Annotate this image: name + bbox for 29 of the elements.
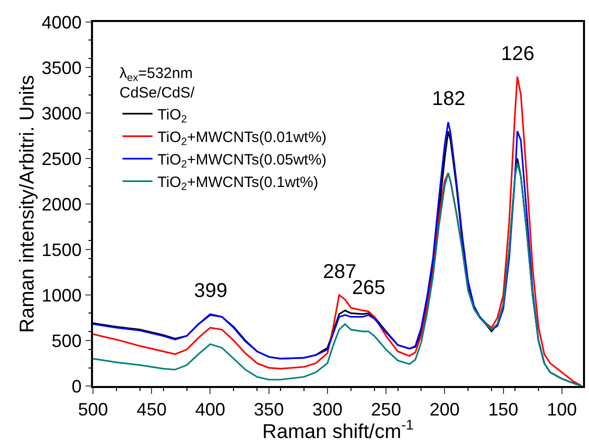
y-tick-label: 4000	[42, 12, 82, 32]
legend-label: TiO$_{2}$	[158, 106, 188, 126]
x-tick-label: 500	[78, 399, 108, 420]
legend-label: TiO$_{2}$+MWCNTs(0.01wt%)	[158, 129, 327, 148]
annotation: 399	[194, 280, 228, 302]
annotation: 126	[501, 43, 534, 65]
x-tick-label: 450	[136, 399, 167, 420]
y-tick-label: 1500	[42, 240, 82, 260]
x-tick-label: 400	[195, 399, 226, 420]
y-tick-label: 3000	[42, 103, 82, 124]
x-tick-label: 100	[546, 399, 577, 420]
x-tick-label: 250	[371, 399, 402, 420]
y-tick-label: 500	[52, 330, 82, 351]
legend-label: TiO$_{2}$+MWCNTs(0.1wt%)	[158, 174, 318, 194]
y-tick-label: 3500	[42, 58, 82, 78]
x-tick-label: 350	[254, 399, 284, 420]
legend-title: λ$_{ex}$=532nm CdSe/CdS/	[120, 64, 196, 102]
y-tick-label: 2500	[42, 148, 82, 169]
y-axis-title: Raman intensity/Arbitri. Units	[16, 75, 39, 333]
legend-label: TiO$_{2}$+MWCNTs(0.05wt%)	[158, 152, 327, 171]
x-tick-label: 300	[312, 399, 342, 420]
x-tick-label: 150	[488, 399, 518, 420]
x-axis-title: Raman shift/cm$^{-1}$	[262, 416, 414, 443]
y-tick-label: 1000	[42, 285, 82, 306]
annotation: 265	[352, 277, 386, 299]
annotation: 182	[432, 88, 466, 110]
x-tick-label: 200	[430, 399, 460, 420]
y-tick-label: 0	[72, 376, 82, 396]
y-tick-label: 2000	[42, 194, 82, 214]
